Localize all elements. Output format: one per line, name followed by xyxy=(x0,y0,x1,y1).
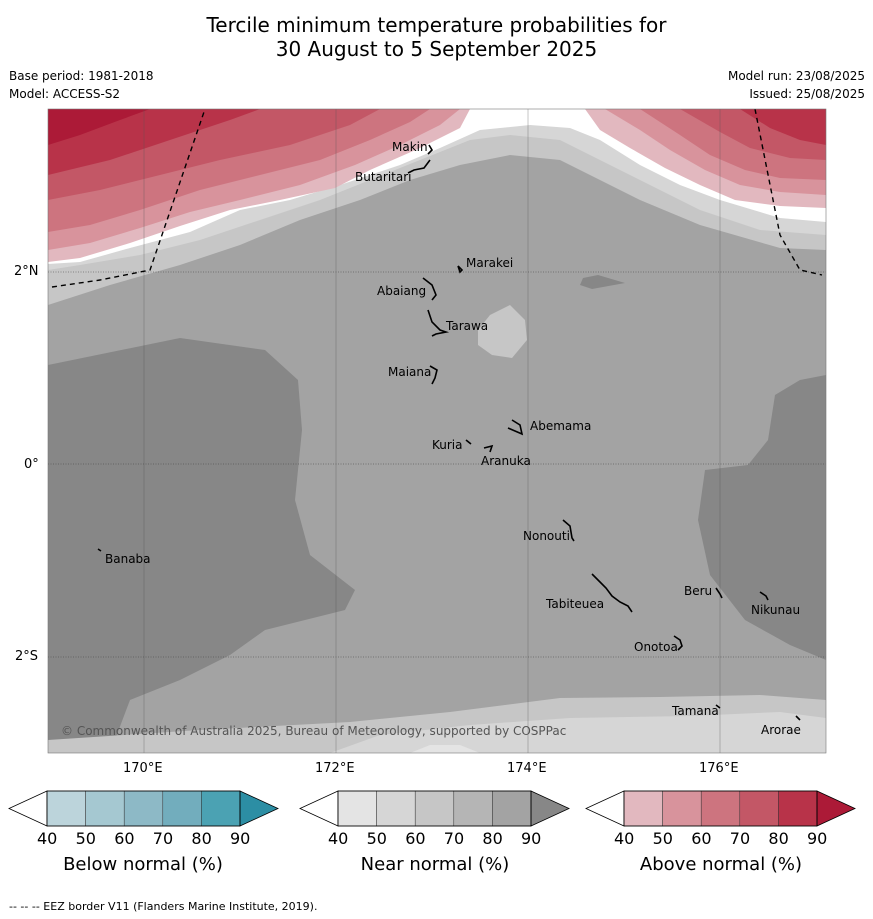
colorbar-label-above: Above normal (%) xyxy=(639,854,803,875)
colorbar-near-segment xyxy=(337,790,377,827)
colorbar-below-tick: 40 xyxy=(37,829,58,848)
above-normal-90-east xyxy=(740,109,826,145)
colorbar-above-segment xyxy=(662,790,702,827)
colorbar-below-tick: 80 xyxy=(191,829,212,848)
colorbar-above-segment xyxy=(739,790,779,827)
colorbar-above-tick: 40 xyxy=(614,829,635,848)
colorbar-label-near: Near normal (%) xyxy=(360,854,510,875)
colorbar-below-tick: 50 xyxy=(75,829,96,848)
map-title-line2: 30 August to 5 September 2025 xyxy=(275,37,598,61)
place-abaiang: Abaiang xyxy=(377,284,427,298)
colorbar-below-segment xyxy=(46,790,86,827)
place-onotoa: Onotoa xyxy=(634,640,678,654)
lat-label-2s: 2°S xyxy=(15,649,39,664)
colorbar-above-min-extension xyxy=(585,790,625,827)
lat-label-0: 0° xyxy=(24,457,39,472)
colorbar-below-min-extension xyxy=(8,790,48,827)
issued-date: Issued: 25/08/2025 xyxy=(749,87,865,101)
colorbar-near-segment xyxy=(453,790,493,827)
place-banaba: Banaba xyxy=(105,552,151,566)
near-normal-70-patch xyxy=(580,275,625,289)
place-marakei: Marakei xyxy=(466,256,514,270)
colorbar-ticks: 40 50 60 70 80 90 40 50 60 70 80 90 40 50 60 70 80 90 xyxy=(0,829,873,849)
lat-label-2n: 2°N xyxy=(14,264,39,279)
colorbar-near-tick: 80 xyxy=(482,829,503,848)
lon-label-172e: 172°E xyxy=(315,761,355,776)
lon-label-176e: 176°E xyxy=(699,761,739,776)
place-maiana: Maiana xyxy=(388,365,432,379)
island-outlines xyxy=(97,144,801,721)
colorbar-below-max-extension xyxy=(239,790,279,827)
model-name: Model: ACCESS-S2 xyxy=(9,87,121,101)
colorbar-near-segment xyxy=(492,790,532,827)
model-run: Model run: 23/08/2025 xyxy=(727,69,865,83)
colorbar-below-tick: 70 xyxy=(152,829,174,848)
near-normal-70-east xyxy=(698,375,826,660)
copyright-notice: © Commonwealth of Australia 2025, Bureau… xyxy=(61,724,567,738)
colorbar-above-max-extension xyxy=(816,790,856,827)
colorbar-below-segment xyxy=(162,790,202,827)
place-aranuka: Aranuka xyxy=(481,454,531,468)
base-period: Base period: 1981-2018 xyxy=(9,69,154,83)
colorbar-near-segment xyxy=(376,790,416,827)
colorbar-above-segment xyxy=(778,790,818,827)
lon-label-170e: 170°E xyxy=(123,761,163,776)
above-normal-max-west xyxy=(48,109,150,145)
eez-border-west xyxy=(51,109,206,288)
near-normal-50-patch xyxy=(478,305,527,358)
colorbar-near-tick: 50 xyxy=(366,829,387,848)
place-nonouti: Nonouti xyxy=(523,529,570,543)
colorbar-near-tick: 90 xyxy=(521,829,542,848)
colorbar-label-below: Below normal (%) xyxy=(63,854,223,875)
place-butaritari: Butaritari xyxy=(355,170,412,184)
colorbar-below-tick: 90 xyxy=(230,829,251,848)
place-kuria: Kuria xyxy=(432,438,463,452)
colorbar-near-max-extension xyxy=(530,790,570,827)
eez-border-east xyxy=(754,109,823,276)
colorbar-near-min-extension xyxy=(299,790,339,827)
colorbar-near-tick: 40 xyxy=(328,829,349,848)
place-tabiteuea: Tabiteuea xyxy=(546,597,605,611)
colorbar-above-segment xyxy=(700,790,741,827)
place-abemama: Abemama xyxy=(530,419,592,433)
footer-note: -- -- -- EEZ border V11 (Flanders Marine… xyxy=(9,900,318,913)
colorbar-above-segment xyxy=(623,790,663,827)
place-arorae: Arorae xyxy=(761,723,801,737)
colorbar-below-segment xyxy=(201,790,241,827)
place-nikunau: Nikunau xyxy=(751,603,801,617)
colorbar-near-tick: 70 xyxy=(443,829,465,848)
graticule xyxy=(143,109,721,753)
place-beru: Beru xyxy=(684,584,713,598)
colorbar-below-tick: 60 xyxy=(114,829,135,848)
colorbar-below-segment xyxy=(123,790,164,827)
colorbar-below-outline xyxy=(46,790,241,827)
colorbars xyxy=(8,790,856,827)
colorbar-above-tick: 80 xyxy=(768,829,789,848)
colorbar-near-tick: 60 xyxy=(405,829,426,848)
colorbar-above-outline xyxy=(623,790,818,827)
near-normal-70-west xyxy=(48,338,355,753)
colorbar-near-segment xyxy=(414,790,455,827)
colorbar-below-segment xyxy=(85,790,125,827)
place-tamana: Tamana xyxy=(672,704,719,718)
map-title-line1: Tercile minimum temperature probabilitie… xyxy=(206,13,667,37)
lon-label-174e: 174°E xyxy=(507,761,547,776)
near-normal-white-south xyxy=(410,745,480,753)
place-tarawa: Tarawa xyxy=(446,319,489,333)
colorbar-above-tick: 50 xyxy=(652,829,673,848)
colorbar-near-outline xyxy=(337,790,532,827)
place-makin: Makin xyxy=(392,140,428,154)
colorbar-above-tick: 90 xyxy=(807,829,828,848)
colorbar-above-tick: 70 xyxy=(729,829,751,848)
near-normal-40-south xyxy=(330,712,826,753)
colorbar-above-tick: 60 xyxy=(691,829,712,848)
